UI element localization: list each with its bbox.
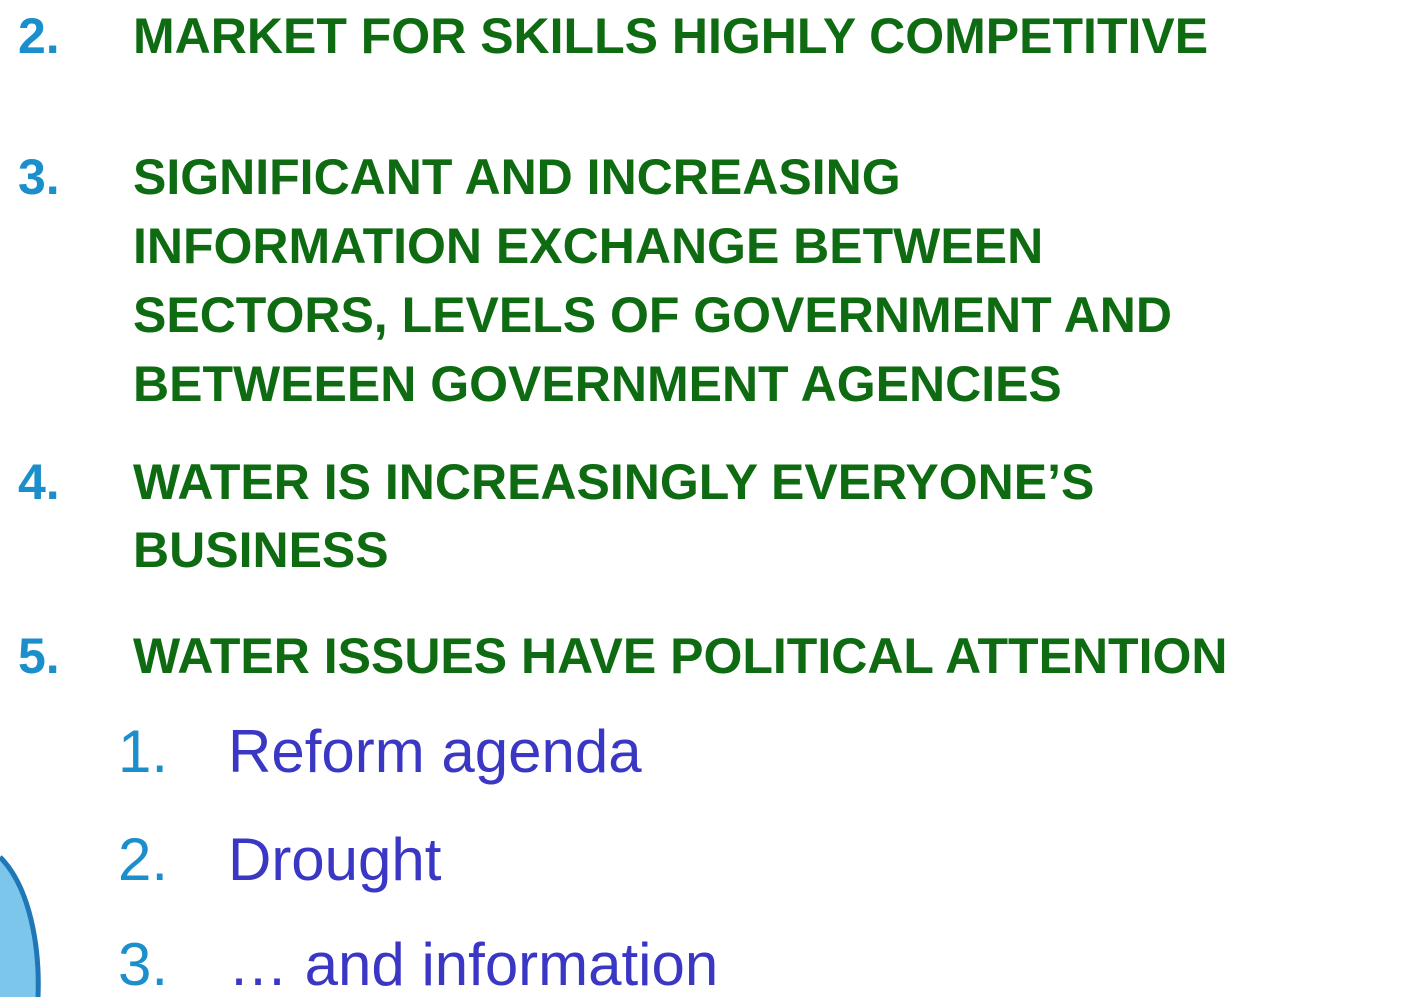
item-number: 4. — [18, 457, 60, 507]
item-text: SIGNIFICANT AND INCREASING — [133, 152, 901, 202]
item-text: INFORMATION EXCHANGE BETWEEN — [133, 221, 1043, 271]
item-text: WATER IS INCREASINGLY EVERYONE’S — [133, 457, 1094, 507]
item-text: BUSINESS — [133, 525, 389, 575]
item-number: 2. — [18, 11, 60, 61]
slide: 2. MARKET FOR SKILLS HIGHLY COMPETITIVE … — [0, 0, 1407, 997]
subitem-text: Reform agenda — [228, 722, 642, 782]
item-text: MARKET FOR SKILLS HIGHLY COMPETITIVE — [133, 11, 1208, 61]
subitem-text: … and information — [228, 935, 718, 995]
subitem-number: 1. — [118, 722, 168, 782]
item-text: WATER ISSUES HAVE POLITICAL ATTENTION — [133, 631, 1227, 681]
item-number: 3. — [18, 152, 60, 202]
item-text: BETWEEEN GOVERNMENT AGENCIES — [133, 359, 1062, 409]
decoration-swoosh — [0, 827, 60, 997]
item-number: 5. — [18, 631, 60, 681]
subitem-number: 3. — [118, 935, 168, 995]
item-text: SECTORS, LEVELS OF GOVERNMENT AND — [133, 290, 1172, 340]
subitem-text: Drought — [228, 830, 441, 890]
subitem-number: 2. — [118, 830, 168, 890]
